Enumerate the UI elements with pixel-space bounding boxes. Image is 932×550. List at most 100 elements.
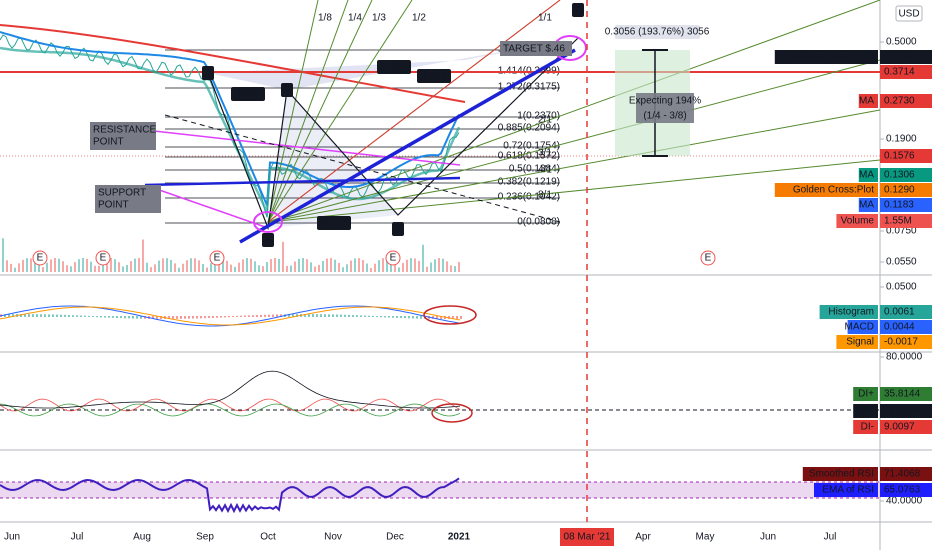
resistance-label: RESISTANCE <box>93 125 156 136</box>
fan-line <box>267 0 881 223</box>
volume-bar <box>334 259 336 272</box>
fan-line <box>267 0 349 223</box>
volume-bar <box>350 260 352 272</box>
volume-bar <box>74 262 76 272</box>
ratio-box <box>417 69 451 83</box>
volume-bar <box>78 259 80 272</box>
fan-label: 3/1 <box>538 148 552 159</box>
volume-bar <box>138 258 140 272</box>
histogram-bar <box>128 316 130 319</box>
volume-bar <box>94 265 96 272</box>
volume-bar <box>82 258 84 272</box>
value-badge <box>880 65 932 79</box>
price-label: 0.0550 <box>886 257 917 268</box>
badge-value: 0.3714 <box>884 67 915 78</box>
fan-label: 8/1 <box>538 190 552 201</box>
volume-bar <box>378 260 380 272</box>
range-label: (1/4 - 3/8) <box>643 111 686 122</box>
histogram-bar <box>264 314 266 317</box>
volume-bar <box>174 263 176 272</box>
fib-label: 0.236(0.1042) <box>498 192 560 203</box>
histogram-bar <box>112 316 114 318</box>
pattern-point: C <box>394 224 401 235</box>
histogram-bar <box>248 315 250 317</box>
badge-value: 9.0097 <box>884 422 915 433</box>
histogram-bar <box>140 316 142 319</box>
value-badge <box>880 483 932 497</box>
volume-bar <box>394 264 396 272</box>
volume-bar <box>190 258 192 272</box>
volume-bar <box>318 264 320 272</box>
value-badge <box>880 183 932 197</box>
volume-bar <box>250 258 252 272</box>
price-label: 0.0500 <box>886 282 917 293</box>
histogram-bar <box>440 316 442 319</box>
histogram-bar <box>40 314 42 317</box>
histogram-bar <box>20 314 22 317</box>
volume-bar <box>406 259 408 272</box>
support-line <box>144 176 461 187</box>
value-badge <box>880 335 932 349</box>
pattern-point: X <box>205 68 212 79</box>
time-label: 2021 <box>448 532 471 543</box>
histogram-bar <box>152 316 154 319</box>
time-label: Apr <box>635 532 651 543</box>
badge-name: Golden Cross:Plot <box>793 52 874 63</box>
pattern-shade <box>268 90 398 228</box>
ratio-box <box>317 216 351 230</box>
histogram-bar <box>244 315 246 317</box>
earnings-label: E <box>390 253 397 264</box>
histogram-bar <box>100 316 102 318</box>
histogram-bar <box>340 314 342 317</box>
volume-bar <box>278 258 280 272</box>
signal-line <box>0 306 461 326</box>
volume-bar <box>362 260 364 272</box>
histogram-bar <box>56 314 58 317</box>
volume-bar <box>122 266 124 272</box>
fib-label: 1(0.2370) <box>517 111 560 122</box>
histogram-bar <box>376 316 378 318</box>
measure-label: 0.3056 (193.76%) 3056 <box>605 27 710 38</box>
volume-bar <box>286 265 288 272</box>
volume-bar <box>326 258 328 272</box>
volume-bar <box>18 263 20 272</box>
ratio-label: 2.046 <box>421 71 446 82</box>
badge-name: MA <box>859 170 874 181</box>
volume-bar <box>338 262 340 272</box>
volume-bar <box>242 259 244 272</box>
cursor-date-box <box>560 528 614 546</box>
volume-bar <box>114 259 116 272</box>
volume-bar <box>450 265 452 272</box>
price-label: 80.0000 <box>886 352 923 363</box>
volume-bar <box>14 267 16 272</box>
volume-bar <box>390 260 392 272</box>
volume-bar <box>66 265 68 272</box>
fan-line <box>267 0 319 223</box>
histogram-bar <box>456 316 458 319</box>
histogram-bar <box>396 316 398 318</box>
badge-name: MA <box>859 200 874 211</box>
volume-bar <box>6 260 8 272</box>
histogram-bar <box>408 316 410 319</box>
volume-bar <box>246 258 248 272</box>
volume-bar <box>442 258 444 272</box>
name-badge <box>836 335 878 349</box>
histogram-bar <box>228 316 230 318</box>
support-label: POINT <box>98 200 129 211</box>
value-badge <box>880 198 932 212</box>
time-label: Oct <box>260 532 276 543</box>
volume-bar <box>126 265 128 272</box>
volume-bar <box>142 239 144 272</box>
volume-bar <box>262 266 264 272</box>
histogram-bar <box>108 316 110 318</box>
pattern-point-box <box>202 66 214 80</box>
target-label: TARGET $.46 <box>503 44 565 55</box>
histogram-bar <box>416 316 418 319</box>
volume-bar <box>234 266 236 272</box>
badge-value: 0.1306 <box>884 170 915 181</box>
volume-bar <box>330 258 332 272</box>
ratio-box <box>231 87 265 101</box>
histogram-bar <box>420 316 422 319</box>
histogram-bar <box>400 316 402 319</box>
name-badge <box>853 404 878 418</box>
